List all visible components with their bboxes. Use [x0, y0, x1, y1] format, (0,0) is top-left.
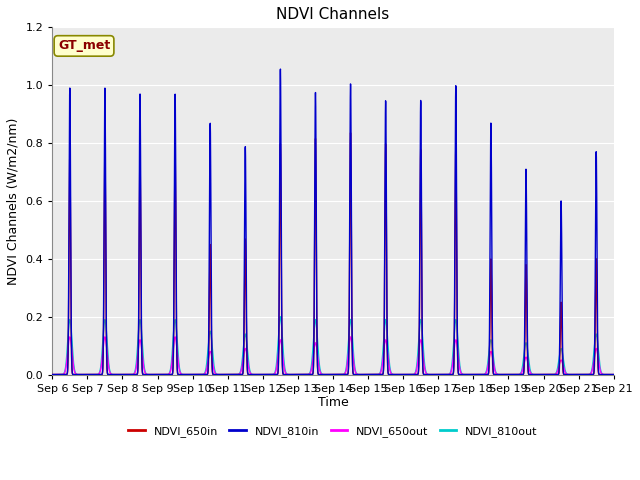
Y-axis label: NDVI Channels (W/m2/nm): NDVI Channels (W/m2/nm): [7, 117, 20, 285]
X-axis label: Time: Time: [317, 396, 348, 409]
Title: NDVI Channels: NDVI Channels: [276, 7, 390, 22]
Legend: NDVI_650in, NDVI_810in, NDVI_650out, NDVI_810out: NDVI_650in, NDVI_810in, NDVI_650out, NDV…: [124, 422, 542, 442]
Text: GT_met: GT_met: [58, 39, 110, 52]
